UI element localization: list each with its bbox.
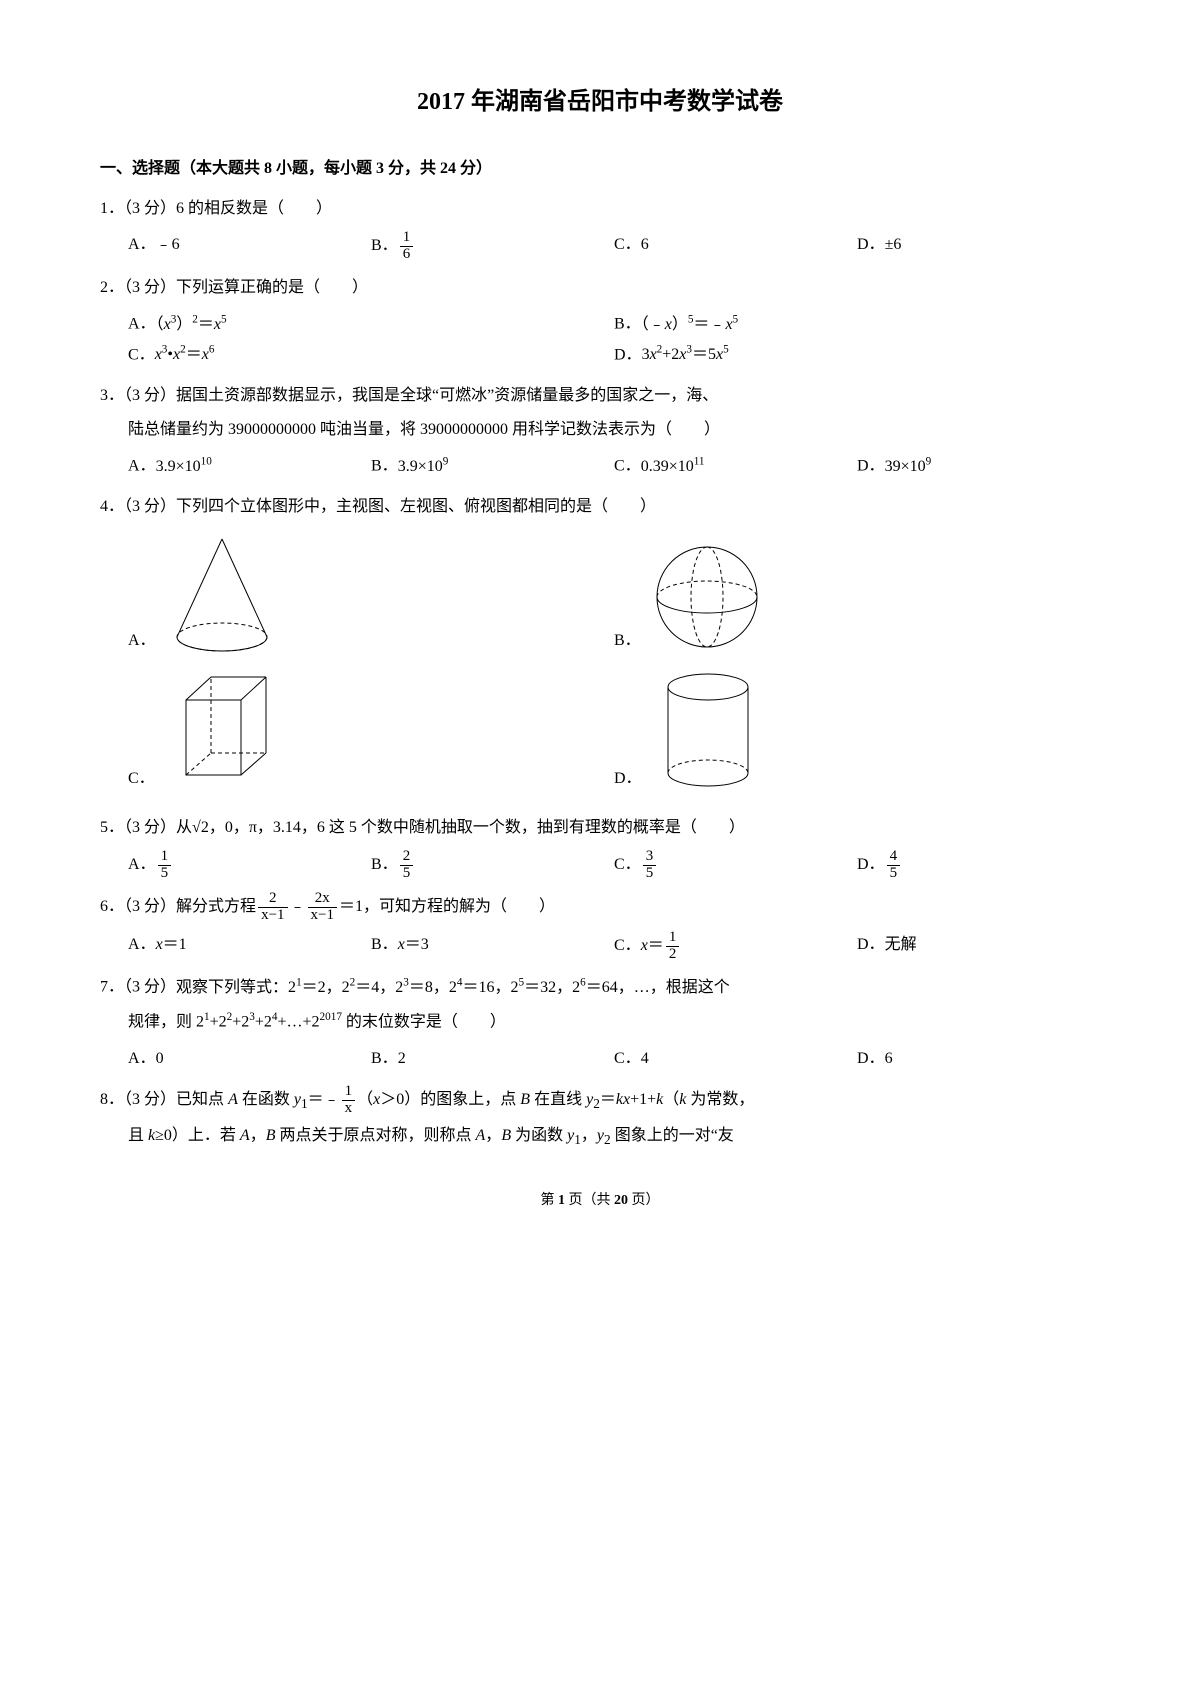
q5-opt-b: B．25 [371,849,614,882]
question-1: 1．（3 分）6 的相反数是（ ） A．﹣6 B．16 C．6 D．±6 [100,194,1100,263]
q7-stem-2: 规律，则 21+22+23+24+…+22017 的末位数字是（ ） [100,1007,1100,1038]
question-3: 3．（3 分）据国土资源部数据显示，我国是全球“可燃冰”资源储量最多的国家之一，… [100,381,1100,483]
q5-options: A．15 B．25 C．35 D．45 [128,849,1100,882]
page-footer: 第 1 页（共 20 页） [100,1188,1100,1215]
q4-shape-c: C． [128,665,614,795]
section-header: 一、选择题（本大题共 8 小题，每小题 3 分，共 24 分） [100,154,1100,184]
q3-opt-b: B．3.9×109 [371,451,614,482]
q7-opt-a: A．0 [128,1044,371,1074]
q2-opt-a: A．（x3）2＝x5 [128,309,614,340]
q7-stem: 7．（3 分）观察下列等式：21＝2，22＝4，23＝8，24＝16，25＝32… [100,972,1100,1003]
q1-opt-c: C．6 [614,230,857,263]
sphere-icon [647,537,767,657]
q1-num: 1．（3 分） [100,200,176,217]
q1-opt-b: B．16 [371,230,614,263]
q2-options: A．（x3）2＝x5 B．（﹣x）5＝﹣x5 C．x3•x2＝x6 D．3x2+… [128,309,1100,370]
q7-opt-d: D．6 [857,1044,1100,1074]
question-2: 2．（3 分）下列运算正确的是（ ） A．（x3）2＝x5 B．（﹣x）5＝﹣x… [100,273,1100,371]
q6-opt-b: B．x＝3 [371,930,614,963]
q2-opt-d: D．3x2+2x3＝5x5 [614,340,1100,371]
q4-stem: 4．（3 分）下列四个立体图形中，主视图、左视图、俯视图都相同的是（ ） [100,492,1100,522]
q3-opt-a: A．3.9×1010 [128,451,371,482]
q3-opt-c: C．0.39×1011 [614,451,857,482]
q3-options: A．3.9×1010 B．3.9×109 C．0.39×1011 D．39×10… [128,451,1100,482]
q6-options: A．x＝1 B．x＝3 C．x＝12 D．无解 [128,930,1100,963]
q4-shape-d: D． [614,665,1100,795]
exam-page: 2017 年湖南省岳阳市中考数学试卷 一、选择题（本大题共 8 小题，每小题 3… [50,0,1150,1255]
q6-opt-d: D．无解 [857,930,1100,963]
q7-options: A．0 B．2 C．4 D．6 [128,1044,1100,1074]
q2-stem: 2．（3 分）下列运算正确的是（ ） [100,273,1100,303]
q3-opt-d: D．39×109 [857,451,1100,482]
q1-opt-a: A．﹣6 [128,230,371,263]
question-8: 8．（3 分）已知点 A 在函数 y1＝﹣1x（x＞0）的图象上，点 B 在直线… [100,1084,1100,1152]
q5-opt-c: C．35 [614,849,857,882]
q4-shape-b: B． [614,527,1100,657]
question-7: 7．（3 分）观察下列等式：21＝2，22＝4，23＝8，24＝16，25＝32… [100,972,1100,1074]
cylinder-icon [648,665,768,795]
prism-icon [161,665,281,795]
q6-stem: 6．（3 分）解分式方程2x−1﹣2xx−1＝1，可知方程的解为（ ） [100,891,1100,924]
fraction: 16 [400,230,414,263]
q2-opt-c: C．x3•x2＝x6 [128,340,614,371]
q5-opt-a: A．15 [128,849,371,882]
q1-options: A．﹣6 B．16 C．6 D．±6 [128,230,1100,263]
q2-opt-b: B．（﹣x）5＝﹣x5 [614,309,1100,340]
q4-shapes: A． B． C． [128,527,1100,803]
q3-stem-2: 陆总储量约为 39000000000 吨油当量，将 39000000000 用科… [100,415,1100,445]
q3-stem: 3．（3 分）据国土资源部数据显示，我国是全球“可燃冰”资源储量最多的国家之一，… [100,381,1100,411]
q5-stem: 5．（3 分）从√2，0，π，3.14，6 这 5 个数中随机抽取一个数，抽到有… [100,813,1100,843]
q5-opt-d: D．45 [857,849,1100,882]
question-5: 5．（3 分）从√2，0，π，3.14，6 这 5 个数中随机抽取一个数，抽到有… [100,813,1100,882]
q8-stem: 8．（3 分）已知点 A 在函数 y1＝﹣1x（x＞0）的图象上，点 B 在直线… [100,1084,1100,1117]
q6-opt-c: C．x＝12 [614,930,857,963]
q7-opt-c: C．4 [614,1044,857,1074]
q1-stem: 1．（3 分）6 的相反数是（ ） [100,194,1100,224]
q8-stem-2: 且 k≥0）上．若 A，B 两点关于原点对称，则称点 A，B 为函数 y1，y2… [100,1121,1100,1153]
question-4: 4．（3 分）下列四个立体图形中，主视图、左视图、俯视图都相同的是（ ） A． … [100,492,1100,802]
page-title: 2017 年湖南省岳阳市中考数学试卷 [100,80,1100,126]
q1-opt-d: D．±6 [857,230,1100,263]
q7-opt-b: B．2 [371,1044,614,1074]
q4-shape-a: A． [128,527,614,657]
cone-icon [162,527,282,657]
q6-opt-a: A．x＝1 [128,930,371,963]
question-6: 6．（3 分）解分式方程2x−1﹣2xx−1＝1，可知方程的解为（ ） A．x＝… [100,891,1100,962]
